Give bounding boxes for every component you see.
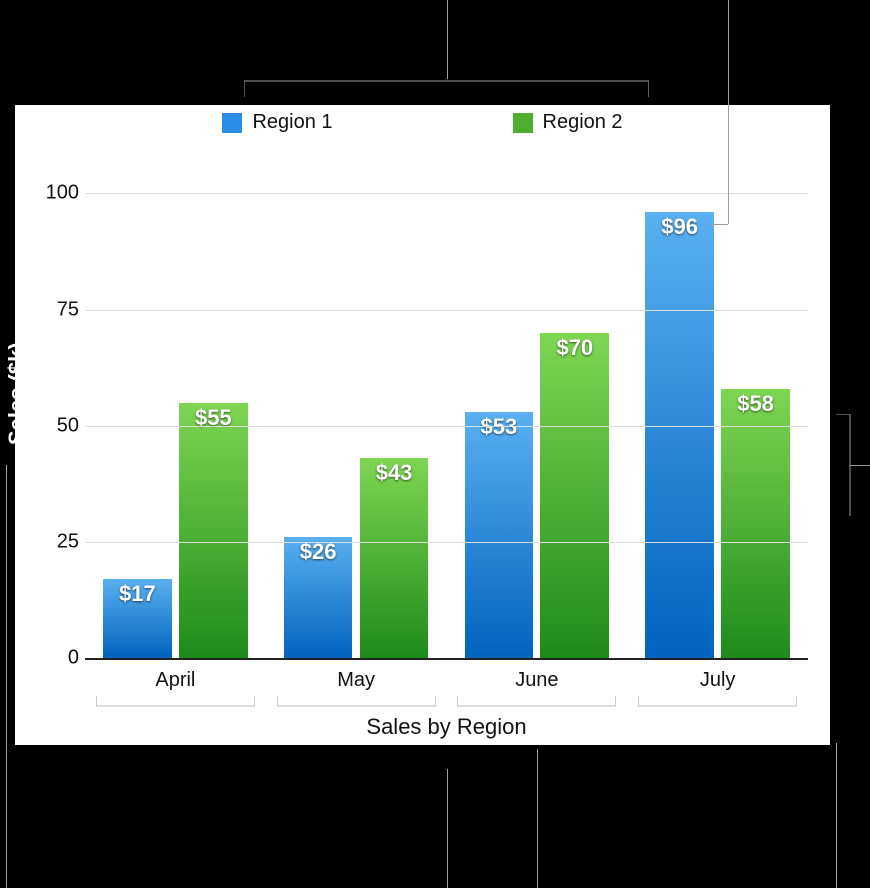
callout-leader-right-bracket [850,465,870,466]
x-category-bracket [457,696,616,710]
legend-label-region1: Region 1 [252,111,332,134]
y-tick-label: 75 [35,298,79,321]
plot-area: $17$55$26$43$53$70$96$58 Sales by Region… [85,147,808,660]
bar: $96 [645,212,714,658]
callout-leader-bottom-center [447,769,448,888]
x-category-label: May [266,669,447,692]
gridline [85,426,808,427]
callout-leader-bottom-right [836,743,837,888]
bar: $26 [284,537,353,658]
callout-bracket-legend [244,79,649,97]
chart-title: Sales by Region [85,714,808,740]
gridline [85,193,808,194]
y-axis-title: Sales ($k) [4,342,30,445]
x-category-bracket [638,696,797,710]
bar-value-label: $58 [721,391,790,417]
bar-value-label: $26 [284,539,353,565]
bar-value-label: $17 [103,581,172,607]
bar-value-label: $70 [540,335,609,361]
bar: $70 [540,333,609,658]
bar-value-label: $53 [465,414,534,440]
gridline [85,542,808,543]
bar-value-label: $96 [645,214,714,240]
bar: $55 [179,403,248,659]
y-tick-label: 50 [35,414,79,437]
x-category-label: April [85,669,266,692]
legend-item-region1: Region 1 [222,111,332,134]
legend-swatch-region2 [513,113,533,133]
x-category-bracket [277,696,436,710]
x-category-bracket [96,696,255,710]
legend: Region 1 Region 2 [15,111,830,134]
gridline [85,310,808,311]
bar: $43 [360,458,429,658]
bars-layer: $17 $55 $26 $43 $53 $70 $96 $58 [85,147,808,658]
callout-leader-bottom-left [6,465,7,888]
bar: $17 [103,579,172,658]
bar-value-label: $43 [360,460,429,486]
legend-item-region2: Region 2 [513,111,623,134]
stage: Region 1 Region 2 $17$55$26$43$53$70$96$… [0,0,870,888]
callout-leader-top [447,0,448,79]
legend-label-region2: Region 2 [543,111,623,134]
legend-swatch-region1 [222,113,242,133]
bar: $58 [721,389,790,658]
x-category-label: June [447,669,628,692]
y-tick-label: 25 [35,530,79,553]
callout-leader-bottom-june [537,749,538,888]
y-tick-label: 100 [35,182,79,205]
y-tick-label: 0 [35,647,79,670]
bar: $53 [465,412,534,658]
callout-leader-right-top [728,0,729,224]
x-category-label: July [627,669,808,692]
chart-card: Region 1 Region 2 $17$55$26$43$53$70$96$… [15,105,830,745]
callout-leader-right-tick [710,224,728,225]
